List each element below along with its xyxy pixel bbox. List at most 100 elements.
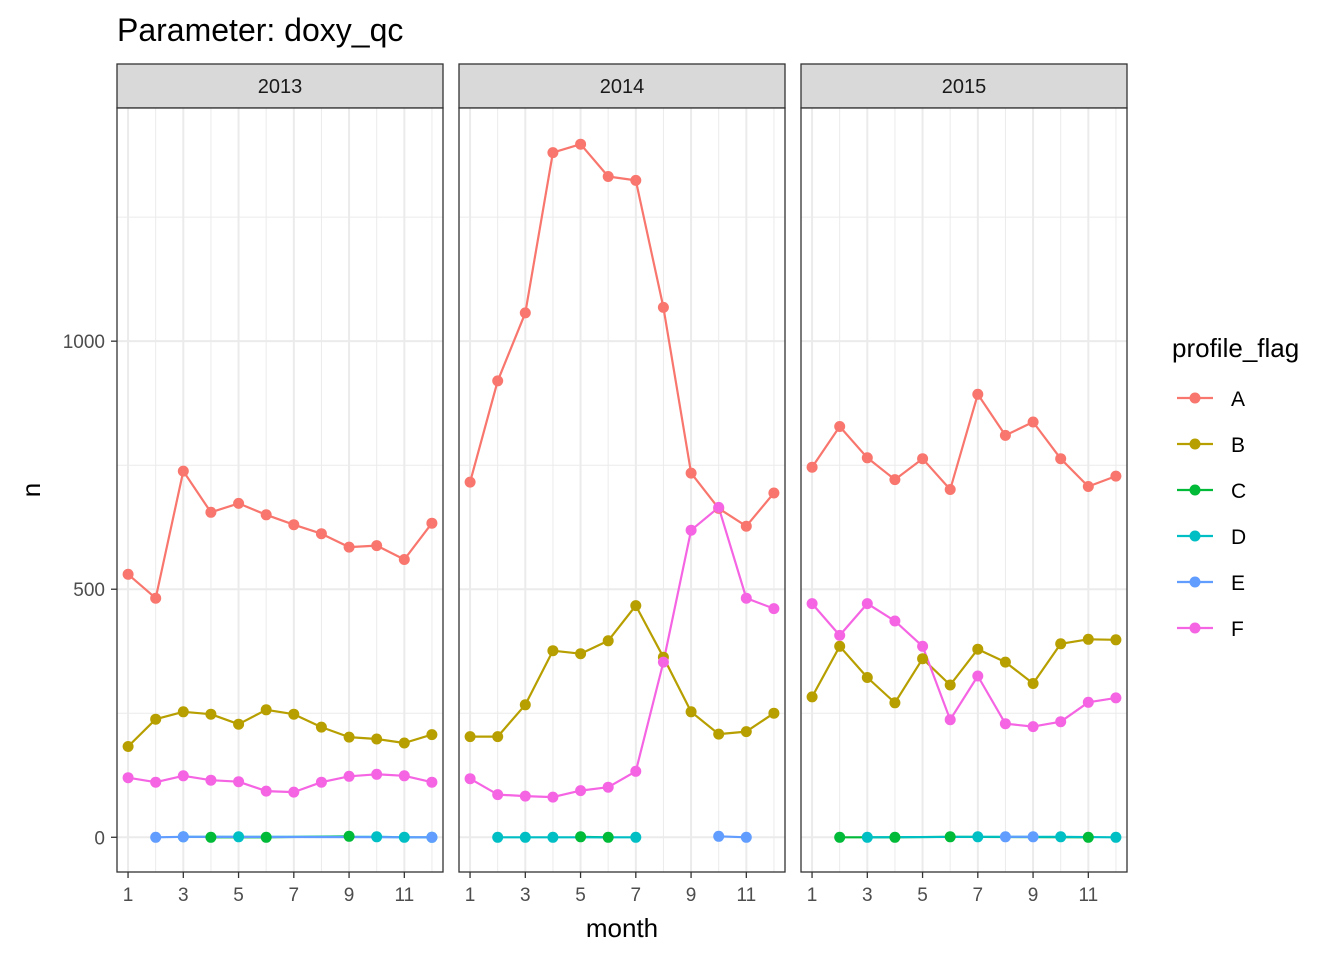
legend-label: D [1231, 526, 1246, 549]
data-point-B [575, 648, 587, 660]
y-tick-label: 1000 [63, 332, 105, 353]
data-point-B [233, 718, 245, 730]
data-point-F [519, 790, 531, 802]
data-point-B [315, 721, 327, 733]
data-point-A [288, 519, 300, 531]
data-point-A [371, 540, 383, 552]
data-point-A [315, 528, 327, 540]
legend-key-point [1189, 576, 1201, 588]
data-point-C [602, 831, 614, 843]
data-point-F [260, 785, 272, 797]
data-point-F [233, 776, 245, 788]
data-point-F [806, 598, 818, 610]
data-point-E [426, 831, 438, 843]
data-point-F [768, 603, 780, 615]
data-point-F [177, 770, 189, 782]
legend-item-C: C [1177, 480, 1246, 503]
data-point-B [972, 643, 984, 655]
series-group [464, 138, 780, 843]
data-point-A [889, 474, 901, 486]
data-point-E [740, 831, 752, 843]
data-point-E [150, 831, 162, 843]
legend-item-D: D [1177, 526, 1246, 549]
series-line-A [811, 393, 1117, 491]
legend-key-point [1189, 530, 1201, 542]
legend-title: profile_flag [1172, 333, 1299, 363]
data-point-A [972, 388, 984, 400]
legend-label: A [1231, 388, 1245, 411]
data-point-B [1082, 633, 1094, 645]
data-point-C [260, 831, 272, 843]
legend-label: C [1231, 480, 1246, 503]
data-point-E [1027, 831, 1039, 843]
data-point-D [861, 831, 873, 843]
data-point-A [1055, 453, 1067, 465]
data-point-F [602, 781, 614, 793]
data-point-D [519, 831, 531, 843]
x-tick-label: 5 [233, 885, 244, 906]
x-tick-label: 7 [631, 885, 642, 906]
x-tick-label: 9 [686, 885, 697, 906]
data-point-A [806, 461, 818, 473]
data-point-F [343, 770, 355, 782]
series-line-D [867, 835, 1116, 839]
data-point-A [917, 453, 929, 465]
data-point-A [657, 301, 669, 313]
data-point-B [150, 713, 162, 725]
legend-item-F: F [1177, 618, 1244, 641]
facet-strip [116, 63, 444, 109]
y-axis: 0 500 1000 [63, 332, 117, 849]
panel-border [116, 107, 444, 873]
data-point-F [426, 776, 438, 788]
x-axis-title: month [586, 913, 658, 943]
data-point-B [343, 731, 355, 743]
data-point-C [834, 831, 846, 843]
x-tick-label: 7 [289, 885, 300, 906]
data-point-F [972, 670, 984, 682]
data-point-F [740, 592, 752, 604]
data-point-B [768, 707, 780, 719]
data-point-B [519, 699, 531, 711]
data-point-A [602, 171, 614, 182]
data-point-F [834, 629, 846, 641]
series-line-F [811, 602, 1117, 728]
data-point-A [740, 520, 752, 532]
data-point-D [1055, 831, 1067, 843]
x-tick-label: 11 [394, 885, 414, 906]
data-point-A [1110, 470, 1122, 482]
data-point-B [205, 708, 217, 720]
data-point-B [122, 741, 134, 752]
data-point-F [492, 789, 504, 801]
facet-strip-label: 2014 [600, 76, 645, 98]
x-tick-label: 7 [973, 885, 984, 906]
data-point-A [464, 476, 476, 488]
data-point-B [713, 728, 725, 740]
data-point-C [205, 831, 217, 843]
x-tick-label: 5 [917, 885, 928, 906]
data-point-F [575, 785, 587, 797]
data-point-B [861, 672, 873, 683]
legend-key-point [1189, 438, 1201, 450]
data-point-B [1055, 638, 1067, 650]
data-point-F [861, 598, 873, 610]
data-point-D [972, 831, 984, 843]
series-group [122, 465, 438, 843]
data-point-A [122, 568, 134, 580]
data-point-F [205, 774, 217, 786]
data-point-F [398, 770, 410, 782]
data-point-E [177, 831, 189, 843]
facet-panels: 2013 1 3 5 7 9 11 2014 1 3 5 7 9 11 2015 1 3 5 7 9 11 [116, 63, 1128, 906]
data-point-B [260, 704, 272, 716]
legend-key-point [1189, 392, 1201, 404]
panel-border [800, 107, 1128, 873]
legend-label: F [1231, 618, 1244, 641]
data-point-F [685, 524, 697, 536]
data-point-D [398, 831, 410, 843]
data-point-D [1110, 831, 1122, 843]
data-point-B [834, 640, 846, 652]
data-point-F [315, 776, 327, 788]
data-point-B [806, 691, 818, 703]
data-point-A [426, 517, 438, 529]
data-point-A [999, 429, 1011, 441]
x-tick-label: 11 [1078, 885, 1098, 906]
